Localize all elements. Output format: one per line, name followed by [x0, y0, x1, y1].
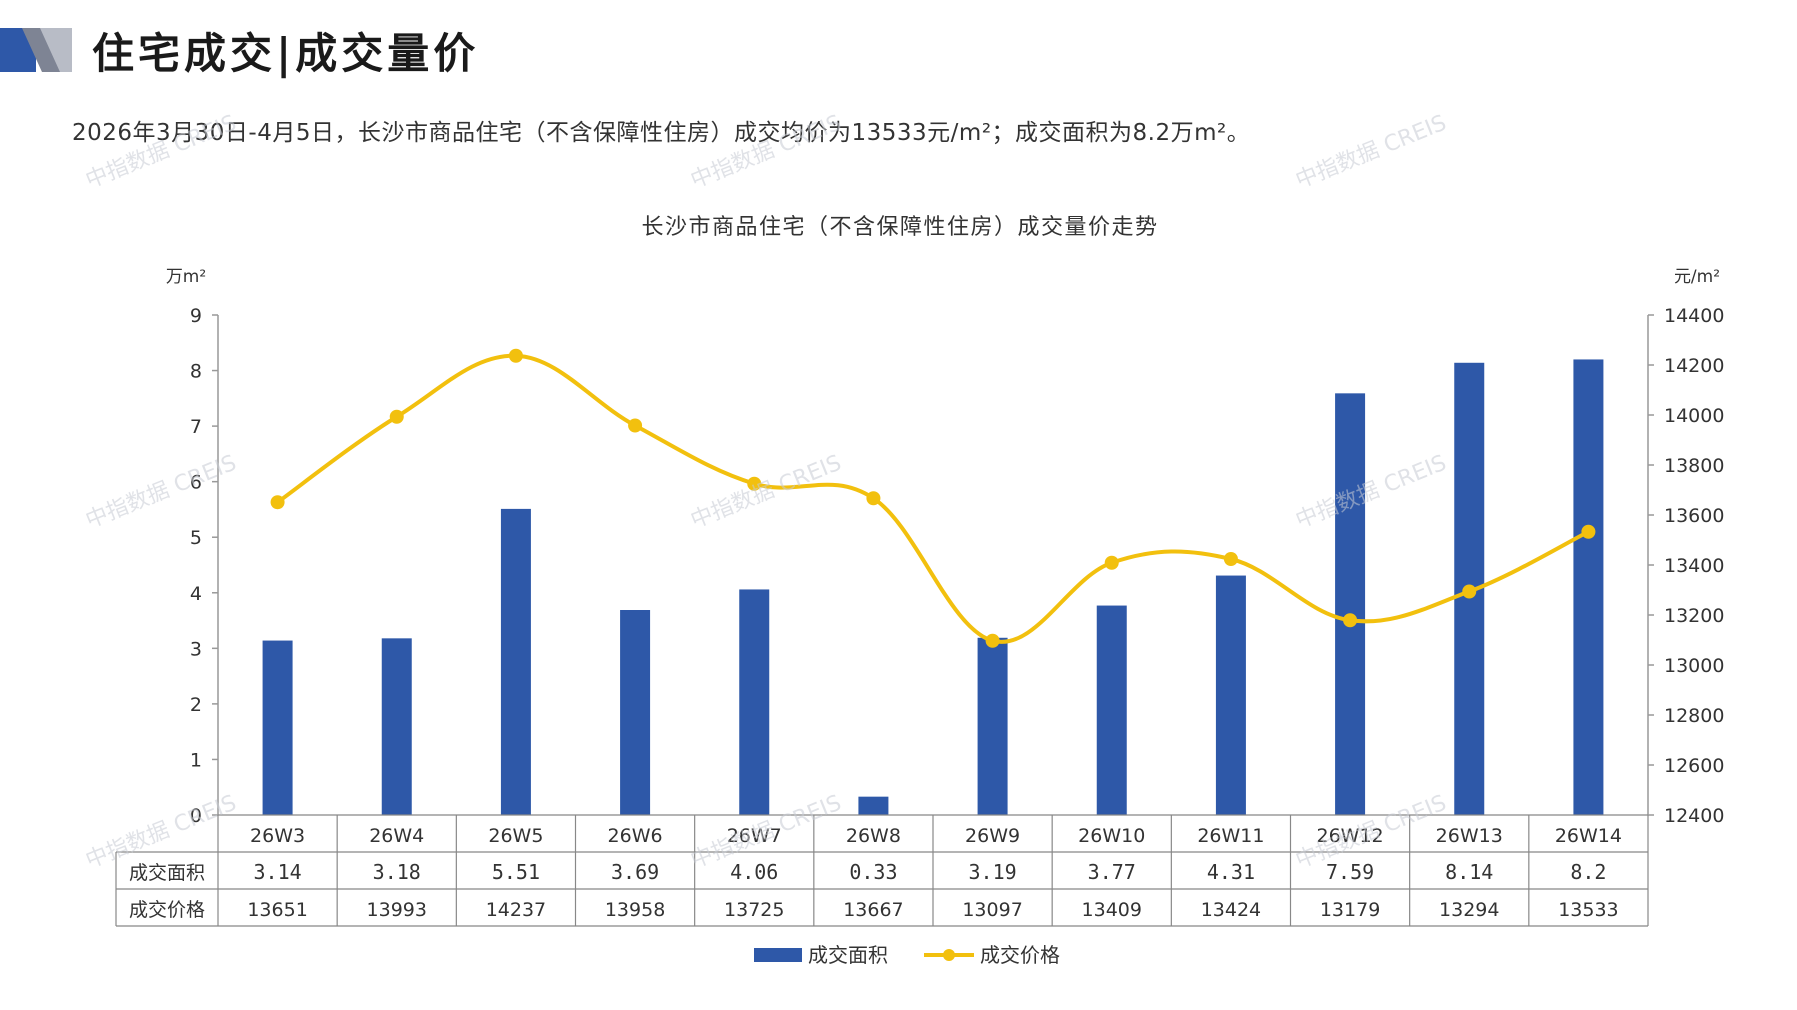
left-axis-tick-label: 6 — [190, 472, 202, 494]
bar-26W9 — [977, 637, 1008, 815]
right-axis-tick-label: 13200 — [1664, 605, 1724, 627]
left-axis-tick-label: 7 — [190, 416, 202, 438]
bar-26W4 — [381, 638, 412, 815]
price-point-26W10 — [1104, 555, 1119, 570]
table-price-value: 13533 — [1558, 899, 1618, 921]
table-category-label: 26W14 — [1555, 825, 1622, 847]
legend-area-label: 成交面积 — [808, 943, 888, 967]
right-axis-tick-label: 12600 — [1664, 755, 1724, 777]
price-point-26W14 — [1581, 524, 1596, 539]
left-axis-tick-label: 3 — [190, 638, 202, 660]
right-axis-tick-label: 14000 — [1664, 405, 1724, 427]
table-price-value: 13424 — [1201, 899, 1261, 921]
table-category-label: 26W5 — [488, 825, 543, 847]
table-price-value: 13097 — [962, 899, 1022, 921]
table-area-value: 0.33 — [849, 860, 897, 884]
right-axis-tick-label: 13000 — [1664, 655, 1724, 677]
table-category-label: 26W11 — [1197, 825, 1264, 847]
left-axis-tick-label: 1 — [190, 749, 202, 771]
table-price-value: 13993 — [367, 899, 427, 921]
chart-title: 长沙市商品住宅（不含保障性住房）成交量价走势 — [641, 215, 1158, 240]
price-point-26W9 — [985, 633, 1000, 648]
price-point-26W3 — [270, 495, 285, 510]
table-row-header-area: 成交面积 — [129, 862, 205, 884]
right-axis-tick-label: 14400 — [1664, 305, 1724, 327]
table-area-value: 3.18 — [373, 860, 421, 884]
price-point-26W13 — [1462, 584, 1477, 599]
price-point-26W5 — [508, 348, 523, 363]
right-axis-tick-label: 14200 — [1664, 355, 1724, 377]
bar-26W12 — [1335, 393, 1366, 815]
left-axis-tick-label: 4 — [190, 583, 202, 605]
legend-bar-swatch — [754, 948, 802, 962]
bar-26W3 — [262, 640, 293, 815]
table-area-value: 3.69 — [611, 860, 659, 884]
table-category-label: 26W4 — [369, 825, 424, 847]
left-axis-tick-label: 0 — [190, 805, 202, 827]
table-area-value: 4.31 — [1207, 860, 1255, 884]
table-area-value: 5.51 — [492, 860, 540, 884]
left-axis-unit: 万m² — [166, 267, 206, 287]
page-title: 住宅成交|成交量价 — [92, 29, 480, 78]
price-point-26W6 — [628, 418, 643, 433]
table-area-value: 4.06 — [730, 860, 778, 884]
right-axis-tick-label: 13800 — [1664, 455, 1724, 477]
bar-26W7 — [739, 589, 770, 815]
table-category-label: 26W9 — [965, 825, 1020, 847]
table-price-value: 13179 — [1320, 899, 1380, 921]
right-axis-tick-label: 12800 — [1664, 705, 1724, 727]
table-row-header-price: 成交价格 — [129, 899, 205, 921]
table-price-value: 13409 — [1082, 899, 1142, 921]
bar-26W6 — [620, 610, 651, 815]
price-point-26W12 — [1343, 613, 1358, 628]
table-category-label: 26W8 — [846, 825, 901, 847]
table-category-label: 26W12 — [1317, 825, 1384, 847]
bar-26W11 — [1215, 575, 1246, 815]
right-axis-unit: 元/m² — [1674, 267, 1720, 287]
table-category-label: 26W7 — [727, 825, 782, 847]
table-price-value: 13294 — [1439, 899, 1499, 921]
table-price-value: 13725 — [724, 899, 784, 921]
bar-26W5 — [500, 508, 531, 815]
price-line — [276, 353, 1590, 644]
table-price-value: 13667 — [843, 899, 903, 921]
left-axis-tick-label: 5 — [190, 527, 202, 549]
brand-logo-mark — [0, 28, 72, 72]
legend-price-label: 成交价格 — [980, 943, 1060, 967]
table-category-label: 26W6 — [608, 825, 663, 847]
left-axis-tick-label: 9 — [190, 305, 202, 327]
table-price-value: 13958 — [605, 899, 665, 921]
right-axis-tick-label: 12400 — [1664, 805, 1724, 827]
bar-26W8 — [858, 796, 889, 815]
table-area-value: 8.14 — [1445, 860, 1493, 884]
table-category-label: 26W13 — [1436, 825, 1503, 847]
table-price-value: 14237 — [486, 899, 546, 921]
table-category-label: 26W10 — [1078, 825, 1145, 847]
table-area-value: 3.77 — [1088, 860, 1136, 884]
right-axis-tick-label: 13400 — [1664, 555, 1724, 577]
table-area-value: 8.2 — [1570, 860, 1606, 884]
bar-26W14 — [1573, 359, 1604, 815]
price-point-26W11 — [1223, 552, 1238, 566]
table-price-value: 13651 — [247, 899, 307, 921]
price-point-26W7 — [747, 476, 762, 491]
table-area-value: 3.14 — [253, 860, 301, 884]
table-area-value: 7.59 — [1326, 860, 1374, 884]
left-axis-tick-label: 8 — [190, 361, 202, 383]
price-point-26W4 — [389, 409, 404, 424]
left-axis-tick-label: 2 — [190, 694, 202, 716]
table-category-label: 26W3 — [250, 825, 305, 847]
legend-line-marker — [943, 949, 955, 961]
bar-26W10 — [1096, 605, 1127, 815]
summary-text: 2026年3月30日-4月5日，长沙市商品住宅（不含保障性住房）成交均价为135… — [72, 120, 1251, 146]
price-point-26W8 — [866, 491, 881, 506]
table-area-value: 3.19 — [968, 860, 1016, 884]
right-axis-tick-label: 13600 — [1664, 505, 1724, 527]
